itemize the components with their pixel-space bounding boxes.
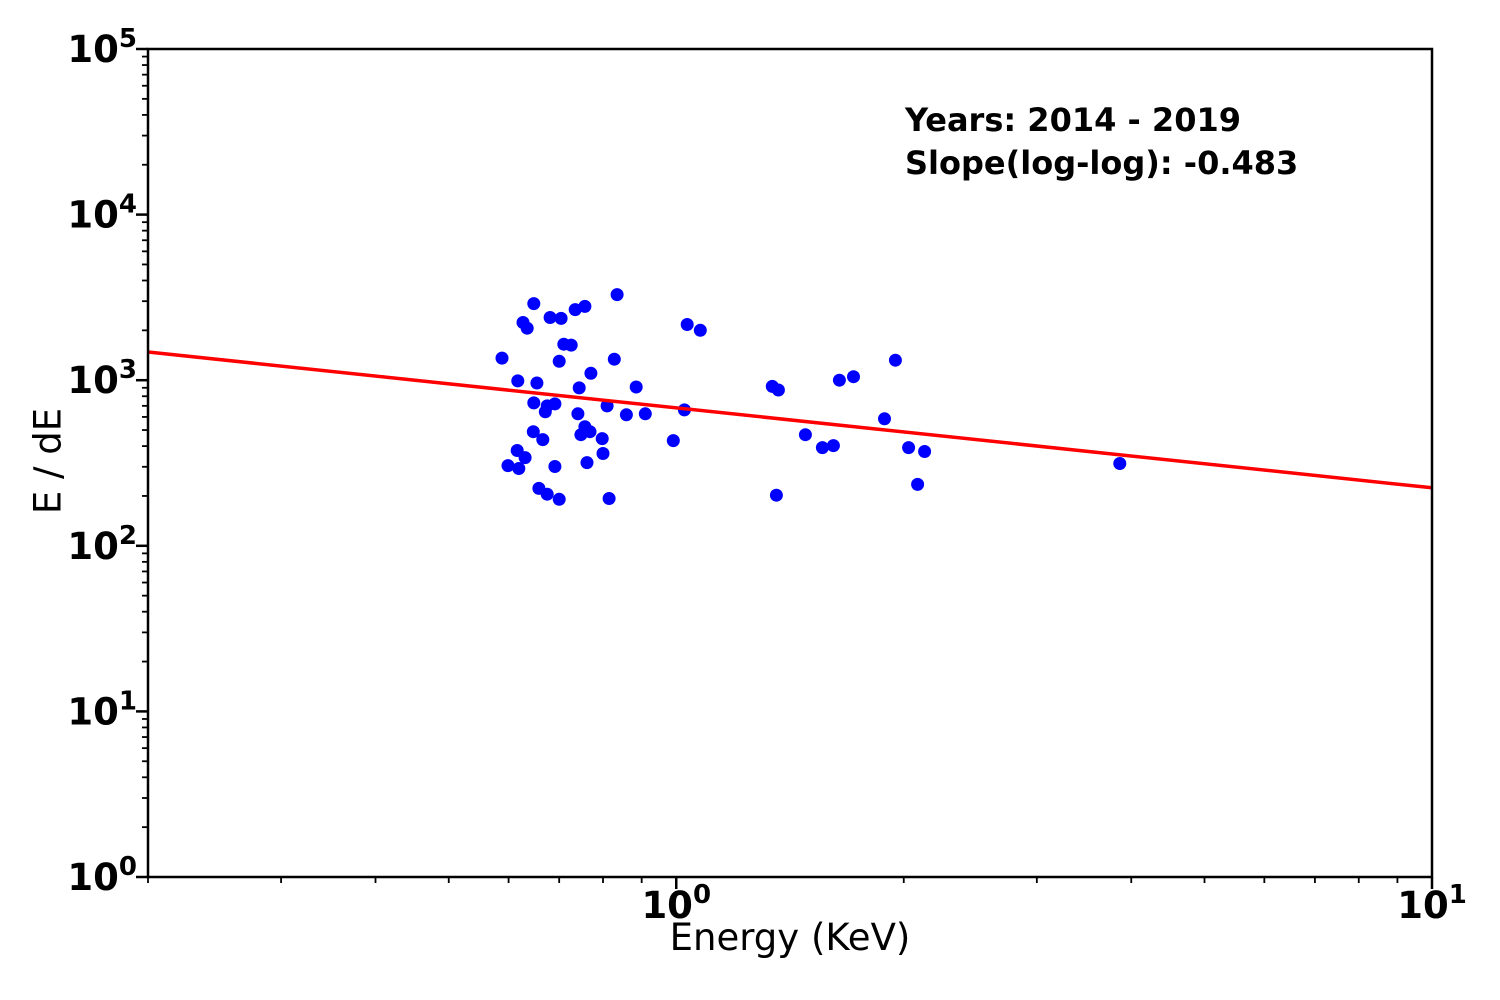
scatter-point	[832, 373, 846, 387]
scatter-point	[512, 462, 526, 475]
fit-line	[147, 350, 1433, 490]
y-tick-label: 103	[67, 355, 137, 402]
scatter-point	[552, 354, 566, 368]
scatter-point	[511, 374, 525, 388]
y-tick-label: 102	[67, 521, 137, 568]
scatter-point	[847, 370, 860, 384]
scatter-point	[815, 441, 829, 455]
scatter-point	[595, 432, 609, 446]
y-tick-label: 101	[67, 686, 137, 733]
scatter-point	[501, 459, 515, 473]
scatter-point	[527, 297, 541, 311]
scatter-point	[596, 447, 610, 460]
scatter-point	[572, 381, 586, 395]
annotation-years: Years: 2014 - 2019	[905, 101, 1241, 139]
scatter-point	[911, 477, 925, 491]
scatter-point	[530, 376, 544, 390]
scatter-point	[543, 311, 557, 324]
scatter-point	[520, 321, 534, 335]
annotation-slope: Slope(log-log): -0.483	[905, 144, 1299, 182]
scatter-point	[878, 412, 891, 426]
scatter-point	[1113, 457, 1127, 470]
plot-border	[146, 47, 1434, 879]
scatter-point	[564, 338, 578, 352]
scatter-point	[518, 451, 532, 465]
scatter-point	[666, 434, 680, 448]
scatter-point	[495, 351, 509, 365]
scatter-point	[580, 456, 594, 470]
scatter-point	[798, 428, 812, 442]
scatter-point	[527, 396, 541, 410]
scatter-point	[554, 311, 568, 325]
scatter-point	[571, 407, 585, 421]
y-tick-label: 100	[67, 852, 137, 899]
scatter-point	[578, 299, 592, 313]
y-tick-label: 105	[67, 24, 137, 71]
scatter-point	[918, 445, 932, 458]
scatter-point	[769, 488, 783, 502]
scatter-point	[888, 353, 902, 367]
scatter-point	[771, 383, 785, 397]
scatter-point	[602, 492, 616, 505]
y-tick-label: 104	[67, 190, 137, 237]
scatter-point	[536, 433, 550, 447]
x-axis-label: Energy (KeV)	[669, 916, 911, 959]
scatter-point	[629, 380, 643, 394]
scatter-point	[826, 439, 840, 453]
scatter-point	[693, 323, 707, 337]
scatter-point	[584, 366, 598, 380]
y-axis-label: E / dE	[26, 407, 70, 515]
annotation-box: Years: 2014 - 2019 Slope(log-log): -0.48…	[905, 99, 1298, 185]
scatter-point	[552, 492, 566, 506]
scatter-point	[610, 288, 624, 302]
scatter-point	[638, 407, 652, 421]
scatter-point	[619, 408, 633, 422]
scatter-point	[583, 425, 597, 439]
scatter-point	[540, 487, 554, 501]
scatter-point	[548, 397, 562, 411]
scatter-point	[548, 460, 562, 473]
scatter-point	[902, 441, 916, 455]
scatter-point	[607, 352, 621, 366]
scatter-point	[680, 318, 694, 331]
scatter-point	[526, 425, 540, 439]
